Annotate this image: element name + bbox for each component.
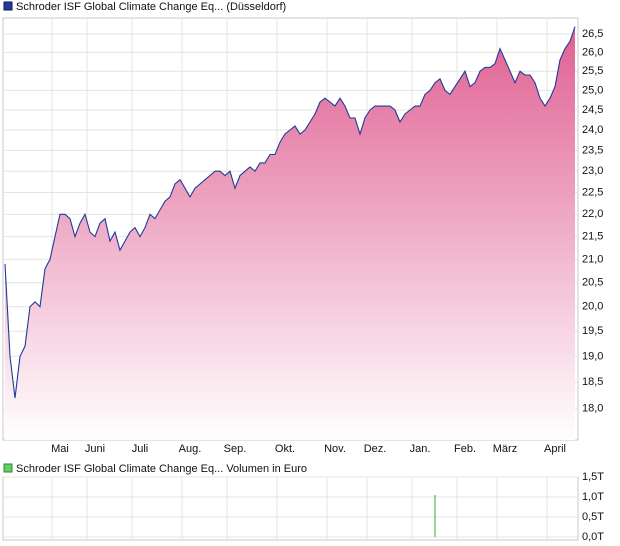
x-tick-label: Okt. [275, 443, 295, 455]
x-tick-label: Juli [132, 443, 149, 455]
y-tick-label: 24,0 [582, 124, 603, 136]
legend-swatch [3, 463, 13, 473]
y-tick-label: 26,0 [582, 46, 603, 58]
x-tick-label: Dez. [364, 443, 387, 455]
legend-label: Schroder ISF Global Climate Change Eq...… [16, 463, 307, 475]
x-tick-label: Mai [51, 443, 69, 455]
x-tick-label: Juni [85, 443, 105, 455]
y-tick-label: 0,5T [582, 511, 604, 523]
y-tick-label: 22,5 [582, 186, 603, 198]
y-tick-label: 18,5 [582, 376, 603, 388]
y-tick-label: 19,0 [582, 350, 603, 362]
y-tick-label: 24,5 [582, 104, 603, 116]
y-tick-label: 1,0T [582, 491, 604, 503]
legend-swatch [3, 1, 13, 11]
area-fill [5, 26, 575, 440]
y-tick-label: 21,5 [582, 231, 603, 243]
y-tick-label: 1,5T [582, 471, 604, 483]
y-tick-label: 25,0 [582, 84, 603, 96]
y-tick-label: 22,0 [582, 208, 603, 220]
x-tick-label: Aug. [179, 443, 202, 455]
y-tick-label: 21,0 [582, 253, 603, 265]
x-tick-label: Sep. [224, 443, 247, 455]
y-tick-label: 26,5 [582, 28, 603, 40]
y-tick-label: 19,5 [582, 325, 603, 337]
y-tick-label: 0,0T [582, 531, 604, 543]
y-tick-label: 18,0 [582, 403, 603, 415]
volume-frame [2, 476, 579, 541]
price-line [4, 26, 576, 399]
x-tick-label: Feb. [454, 443, 476, 455]
x-tick-label: Jan. [410, 443, 431, 455]
x-tick-label: Nov. [324, 443, 346, 455]
y-tick-label: 20,0 [582, 301, 603, 313]
y-tick-label: 23,5 [582, 144, 603, 156]
y-tick-label: 23,0 [582, 165, 603, 177]
x-tick-label: März [493, 443, 517, 455]
volume-bar [434, 495, 436, 537]
x-tick-label: April [544, 443, 566, 455]
y-tick-label: 20,5 [582, 277, 603, 289]
legend-label: Schroder ISF Global Climate Change Eq...… [16, 1, 286, 13]
y-tick-label: 25,5 [582, 65, 603, 77]
